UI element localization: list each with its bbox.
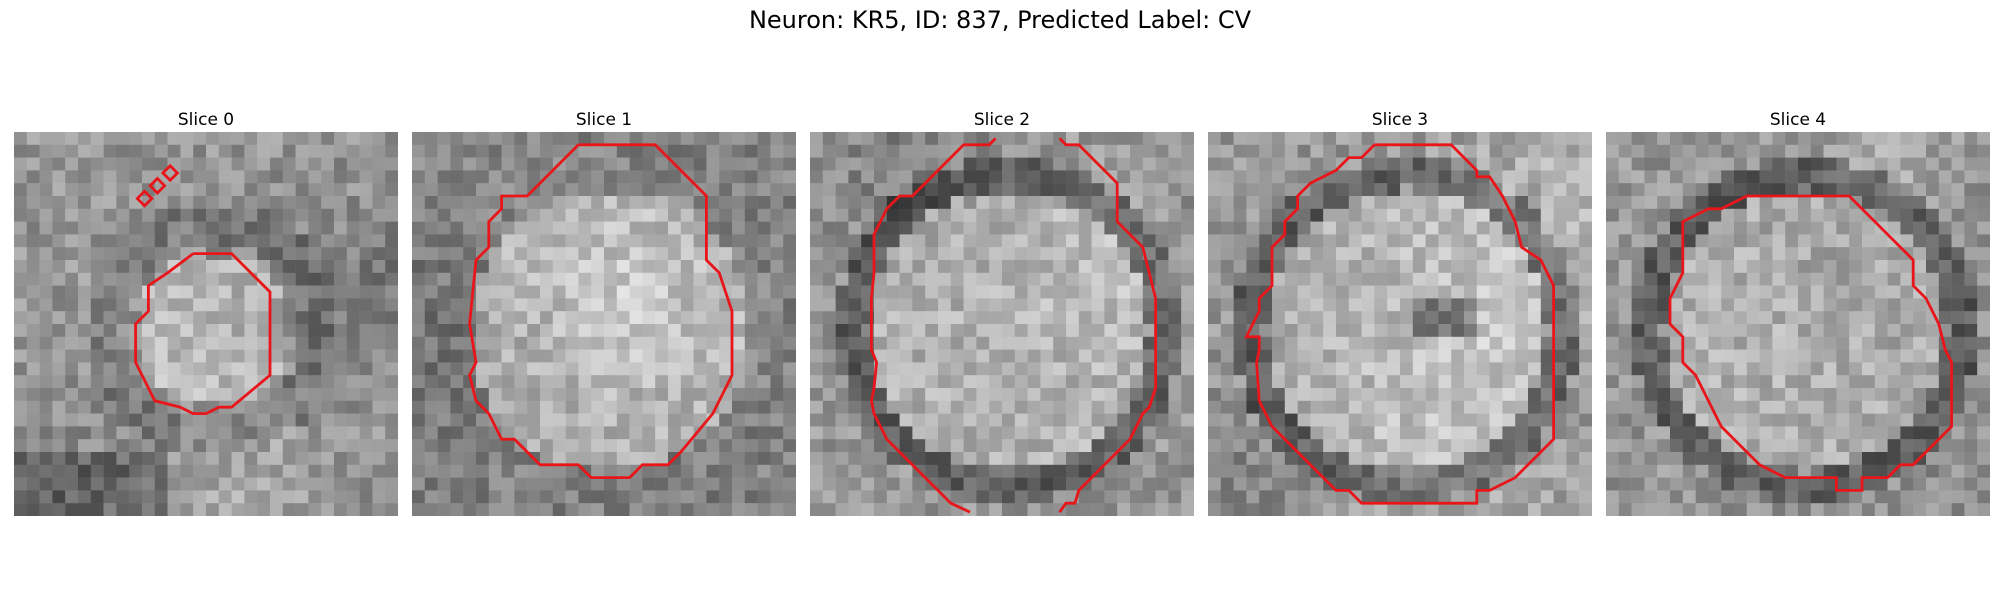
roi-fragment-markers — [135, 163, 180, 208]
slice-panel-2: Slice 2 — [810, 108, 1194, 516]
slice-title: Slice 4 — [1769, 110, 1827, 130]
roi-contour — [1244, 143, 1556, 505]
microscopy-texture — [14, 132, 398, 516]
slice-panel-1: Slice 1 — [412, 108, 796, 516]
slice-title: Slice 1 — [575, 110, 633, 130]
slice-title: Slice 0 — [177, 110, 235, 130]
slice-title: Slice 3 — [1371, 110, 1429, 130]
slice-image — [810, 132, 1194, 516]
microscopy-texture — [1606, 132, 1990, 516]
slice-title: Slice 2 — [973, 110, 1031, 130]
roi-contour — [1668, 194, 1954, 492]
microscopy-texture — [412, 132, 796, 516]
slice-image — [14, 132, 398, 516]
slice-panel-3: Slice 3 — [1208, 108, 1592, 516]
microscopy-texture — [810, 132, 1194, 516]
roi-contour-right — [1058, 137, 1158, 513]
roi-contour — [134, 252, 272, 416]
slice-panel-0: Slice 0 — [14, 108, 398, 516]
slice-image — [1606, 132, 1990, 516]
figure-title: Neuron: KR5, ID: 837, Predicted Label: C… — [748, 6, 1252, 34]
slice-image — [1208, 132, 1592, 516]
microscopy-texture — [1208, 132, 1592, 516]
slice-image — [412, 132, 796, 516]
roi-contour — [468, 143, 734, 480]
slice-panel-4: Slice 4 — [1606, 108, 1990, 516]
roi-contour-left — [870, 137, 997, 514]
